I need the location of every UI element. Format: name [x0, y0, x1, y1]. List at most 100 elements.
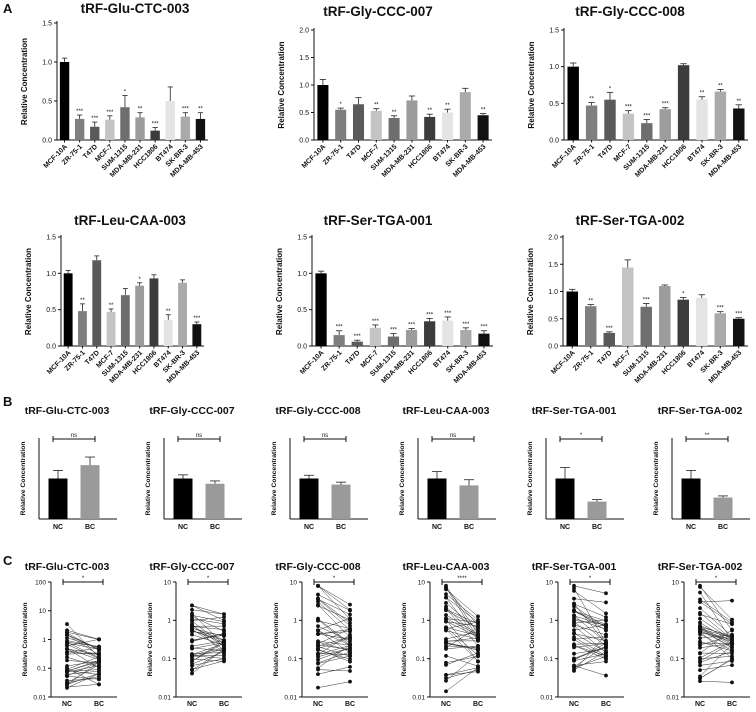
- bc-point: [476, 620, 480, 624]
- nc-point: [572, 613, 576, 618]
- category-label-nc: NC: [560, 524, 570, 531]
- nc-point: [444, 646, 448, 651]
- bar-mcf-7: [106, 311, 116, 346]
- y-tick-label: 0.0: [46, 344, 56, 351]
- pair-line: [191, 643, 225, 655]
- bc-point: [730, 641, 734, 646]
- pair-line: [66, 647, 100, 653]
- pair-line: [66, 652, 100, 655]
- category-label-nc: NC: [62, 701, 72, 708]
- y-tick-label: 10: [546, 579, 554, 586]
- chart-title: tRF-Glu-CTC-003: [25, 561, 110, 573]
- pair-line: [317, 634, 351, 655]
- pair-line: [317, 641, 351, 651]
- bar-sum-1315: [120, 295, 130, 346]
- category-label-mcf-10a: MCF-10A: [299, 349, 325, 375]
- bc-point: [476, 644, 480, 648]
- bar-mda-mb-231: [406, 100, 418, 140]
- bc-point: [604, 591, 608, 596]
- bc-point: [730, 656, 734, 661]
- nc-point: [190, 628, 194, 633]
- chart-title: tRF-Gly-CCC-008: [275, 561, 360, 573]
- significance-sk-br-3: **: [718, 83, 723, 89]
- nc-point: [698, 676, 702, 681]
- significance-label: ns: [450, 433, 456, 439]
- y-axis-label: Relative Concentration: [527, 441, 534, 515]
- pair-line: [573, 621, 607, 647]
- pair-line: [573, 651, 607, 671]
- nc-point: [65, 658, 69, 663]
- paired-scatter-trf-gly-ccc-008: tRF-Gly-CCC-008 Relative Concentration 0.0…: [273, 561, 368, 708]
- bar-sk-br-3: [714, 91, 727, 140]
- significance-zr-75-1: *: [340, 102, 343, 108]
- pair-line: [699, 626, 733, 644]
- bar-mcf-10a: [566, 291, 578, 346]
- pair-line: [699, 631, 733, 659]
- nc-point: [190, 616, 194, 621]
- bar-zr-75-1: [585, 105, 598, 140]
- bar-nc: [48, 478, 68, 519]
- nc-point: [65, 680, 69, 685]
- bar-bc: [331, 484, 351, 519]
- category-label-bc: BC: [85, 524, 95, 531]
- pair-line: [317, 585, 351, 611]
- pair-line: [573, 585, 607, 594]
- category-label-t47d: T47D: [597, 143, 614, 160]
- chart-title: tRF-Gly-CCC-008: [275, 405, 360, 417]
- significance-mda-mb-453: **: [198, 107, 203, 113]
- pair-line: [66, 667, 100, 685]
- category-label-mda-mb-453: MDA-MB-453: [452, 143, 488, 179]
- bar-chart-trf-gly-ccc-008: tRF-Gly-CCC-008 Relative Concentration 0.0…: [527, 4, 748, 179]
- nc-point: [698, 600, 702, 604]
- bar-mcf-7: [105, 119, 115, 140]
- nc-point: [572, 669, 576, 673]
- pair-line: [445, 642, 479, 651]
- pair-line: [573, 645, 607, 657]
- nc-point: [698, 630, 702, 634]
- chart-title: tRF-Leu-CAA-003: [74, 213, 186, 228]
- pair-line: [699, 641, 733, 659]
- chart-title: tRF-Gly-CCC-007: [149, 405, 234, 417]
- significance-sum-1315: *: [124, 90, 127, 96]
- nc-point: [698, 663, 702, 668]
- nc-point: [698, 651, 702, 655]
- pair-line: [317, 644, 351, 669]
- nc-point: [190, 671, 194, 676]
- nc-point: [444, 676, 448, 681]
- bar-sk-br-3: [459, 92, 471, 140]
- pair-line: [445, 629, 479, 662]
- bar-zr-75-1: [333, 335, 345, 346]
- significance-label: *: [333, 576, 336, 582]
- pair-line: [317, 647, 351, 660]
- bc-point: [222, 646, 226, 650]
- significance-label: *: [589, 576, 592, 582]
- pair-line: [66, 630, 100, 640]
- nc-point: [444, 626, 448, 631]
- bc-point: [222, 618, 226, 623]
- bar-t47d: [90, 126, 100, 140]
- nc-point: [572, 631, 576, 636]
- y-tick-label: 0.5: [299, 110, 309, 117]
- significance-mda-mb-231: ***: [662, 102, 670, 108]
- bc-point: [348, 669, 352, 673]
- nc-point: [444, 653, 448, 658]
- bar-hcc1806: [677, 299, 689, 346]
- pair-line: [191, 609, 225, 615]
- y-tick-label: 1: [421, 618, 425, 625]
- bar-chart-trf-ser-tga-001: tRF-Ser-TGA-001 Relative Concentration 0.0…: [275, 213, 493, 385]
- nc-point: [572, 616, 576, 621]
- y-tick-label: 1.5: [548, 262, 558, 269]
- pair-line: [573, 624, 607, 631]
- significance-label: *: [207, 576, 210, 582]
- bar-mcf-7: [622, 267, 634, 346]
- y-axis-label: Relative Concentration: [277, 41, 286, 128]
- pair-line: [699, 622, 733, 643]
- pair-line: [191, 615, 225, 622]
- pair-line: [66, 641, 100, 647]
- nc-point: [190, 632, 194, 637]
- bc-point: [222, 615, 226, 620]
- panel-label-c: C: [3, 553, 13, 568]
- y-tick-label: 1: [293, 618, 297, 625]
- significance-bt474: **: [445, 103, 450, 109]
- nc-point: [572, 635, 576, 640]
